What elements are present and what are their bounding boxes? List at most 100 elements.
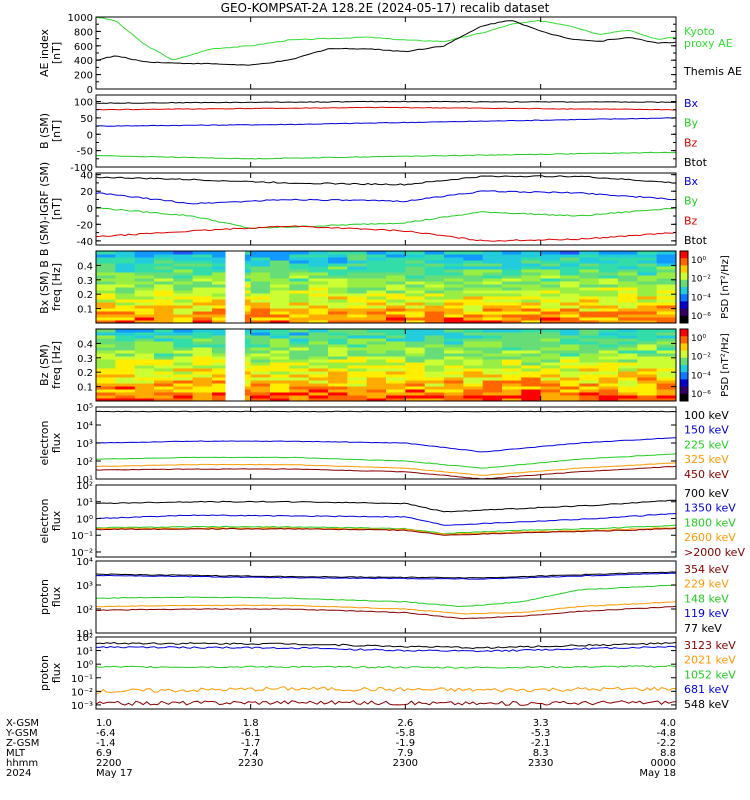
spectrogram-cell [308,398,329,401]
spectrogram-cell [212,317,232,321]
spectrogram-cell [579,257,600,261]
plot-frame [95,250,677,324]
spectrogram-cell [579,290,600,294]
spectrogram-cell [289,356,310,360]
spectrogram-cell [424,362,445,366]
colorbar-tick-label: 10⁰ [691,256,706,266]
spectrogram-cell [424,287,445,291]
colorbar-segment [680,294,688,302]
spectrogram-cell [482,353,503,357]
spectrogram-cell [482,263,503,267]
spectrogram-cell [347,317,368,321]
spectrogram-cell [618,281,638,285]
spectrogram-cell [618,386,638,390]
spectrogram-cell [540,353,561,357]
spectrogram-cell [482,362,503,366]
spectrogram-cell [115,350,136,354]
spectrogram-cell [424,290,445,294]
spectrogram-cell [444,398,464,401]
spectrogram-cell [656,395,676,399]
spectrogram-cell [579,254,600,258]
series-line-450-kev [96,465,676,479]
spectrogram-cell [328,338,348,342]
spectrogram-cell [405,335,426,339]
spectrogram-cell [386,371,406,375]
y-tick-label: 10³ [76,439,93,450]
spectrogram-cell [366,293,387,297]
spectrogram-cell [463,359,484,363]
spectrogram-cell [444,257,464,261]
spectrogram-cell [598,296,619,300]
spectrogram-cell [328,293,348,297]
spectrogram-cell [308,353,329,357]
spectrogram-cell [289,359,310,363]
colorbar-segment [680,365,688,373]
spectrogram-cell [560,290,580,294]
spectrogram-cell [134,398,155,401]
spectrogram-cell [328,335,348,339]
spectrogram-cell [154,278,174,282]
spectrogram-cell [154,350,174,354]
spectrogram-cell [173,386,194,390]
spectrogram-cell [482,368,503,372]
spectrogram-cell [405,362,426,366]
spectrogram-cell [540,284,561,288]
spectrogram-cell [560,368,580,372]
spectrogram-cell [134,272,155,276]
spectrogram-cell [212,341,232,345]
spectrogram-cell [212,299,232,303]
spectrogram-cell [250,290,271,294]
spectrogram-cell [366,275,387,279]
spectrogram-cell [250,344,271,348]
spectrogram-cell [308,263,329,267]
spectrogram-cell [521,320,542,323]
spectrogram-cell [212,356,232,360]
spectrogram-cell [598,278,619,282]
y-tick-label: 800 [74,27,93,38]
spectrogram-cell [560,338,580,342]
spectrogram-cell [444,263,464,267]
spectrogram-cell [463,371,484,375]
spectrogram-cell [212,344,232,348]
spectrogram-cell [96,305,116,309]
spectrogram-cell [444,353,464,357]
spectrogram-cell [386,305,406,309]
spectrogram-cell [173,341,194,345]
spectrogram-cell [463,395,484,399]
spectrogram-cell [521,383,542,387]
spectrogram-cell [289,347,310,351]
spectrogram-cell [270,275,290,279]
spectrogram-cell [366,320,387,323]
spectrogram-cell [289,386,310,390]
spectrogram-cell [560,389,580,393]
spectrogram-cell [308,320,329,323]
spectrogram-cell [270,308,290,312]
spectrogram-cell [134,260,155,264]
spectrogram-cell [444,329,464,333]
spectrogram-cell [463,392,484,396]
spectrogram-cell [656,284,676,288]
spectrogram-cell [463,398,484,401]
spectrogram-cell [192,359,213,363]
spectrogram-cell [115,338,136,342]
spectrogram-cell [598,371,619,375]
spectrogram-cell [270,263,290,267]
spectrogram-cell [173,332,194,336]
spectrogram-cell [482,344,503,348]
spectrogram-cell [328,299,348,303]
spectrogram-cell [386,338,406,342]
spectrogram-cell [192,338,213,342]
series-line-229-kev [96,601,676,615]
spectrogram-cell [482,314,503,318]
spectrogram-cell [502,386,522,390]
spectrogram-cell [386,359,406,363]
spectrogram-cell [482,269,503,273]
spectrogram-cell [424,251,445,255]
spectrogram-cell [618,278,638,282]
legend-entry: proxy AE [684,37,733,50]
spectrogram-cell [96,296,116,300]
spectrogram-cell [366,257,387,261]
